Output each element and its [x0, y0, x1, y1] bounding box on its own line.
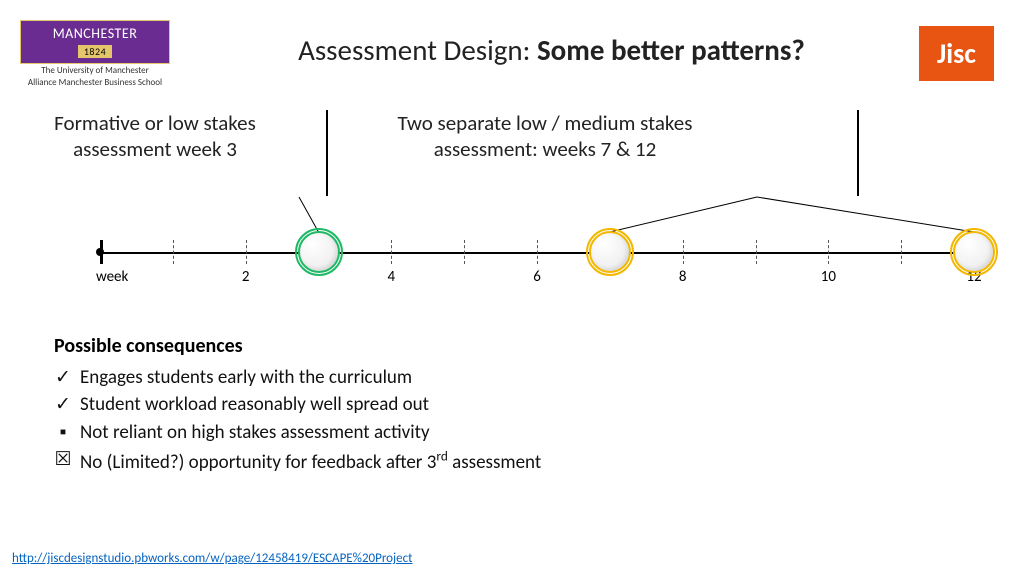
- consequence-text: Not reliant on high stakes assessment ac…: [80, 421, 430, 444]
- manchester-logo-box: MANCHESTER 1824: [20, 20, 170, 64]
- manchester-logo: MANCHESTER 1824 The University of Manche…: [20, 20, 170, 88]
- timeline-tick-label: 4: [388, 268, 396, 286]
- timeline-marker: [955, 233, 993, 271]
- manchester-logo-year: 1824: [78, 45, 112, 58]
- title-prefix: Assessment Design:: [298, 32, 537, 68]
- annotation-left-rule: [326, 110, 328, 196]
- timeline-tick: [464, 240, 465, 264]
- annotation-right: Two separate low / medium stakes assessm…: [360, 110, 730, 163]
- consequences-heading: Possible consequences: [54, 334, 974, 358]
- consequence-text: Student workload reasonably well spread …: [80, 393, 429, 416]
- timeline-tick: [173, 240, 174, 264]
- timeline-tick: [537, 240, 538, 264]
- annotation-left: Formative or low stakes assessment week …: [20, 110, 290, 163]
- timeline-tick-label: 6: [533, 268, 541, 286]
- timeline: week 24681012: [100, 212, 974, 312]
- manchester-logo-sub1: The University of Manchester: [20, 66, 170, 76]
- timeline-tick: [391, 240, 392, 264]
- title-bold: Some better patterns?: [537, 32, 805, 68]
- timeline-tick: [901, 240, 902, 264]
- consequence-item: ✓ Engages students early with the curricu…: [54, 364, 974, 392]
- annotation-left-l1: Formative or low stakes: [54, 110, 256, 136]
- timeline-annotations: Formative or low stakes assessment week …: [0, 110, 1024, 212]
- header: MANCHESTER 1824 The University of Manche…: [0, 0, 1024, 88]
- annotation-right-l2: assessment: weeks 7 & 12: [434, 136, 657, 162]
- timeline-tick: [756, 240, 757, 264]
- consequences-list: ✓ Engages students early with the curricu…: [54, 364, 974, 477]
- consequence-item: ▪ Not reliant on high stakes assessment a…: [54, 419, 974, 447]
- annotation-right-l1: Two separate low / medium stakes: [398, 110, 693, 136]
- timeline-tick: [683, 240, 684, 264]
- check-icon: ✓: [54, 391, 72, 419]
- timeline-tick-label: 10: [821, 268, 836, 286]
- manchester-logo-sub2: Alliance Manchester Business School: [20, 78, 170, 88]
- annotation-right-rule: [857, 110, 859, 196]
- annotation-left-l2: assessment week 3: [73, 136, 237, 162]
- manchester-logo-text: MANCHESTER: [53, 25, 138, 42]
- footer-link[interactable]: http://jiscdesignstudio.pbworks.com/w/pa…: [12, 551, 412, 566]
- consequence-text: Engages students early with the curricul…: [80, 366, 412, 389]
- timeline-marker: [591, 233, 629, 271]
- consequences-block: Possible consequences ✓ Engages students …: [54, 334, 974, 477]
- jisc-logo: Jisc: [919, 26, 994, 81]
- consequence-item: ✓ Student workload reasonably well spread…: [54, 391, 974, 419]
- consequence-item: ☒ No (Limited?) opportunity for feedback …: [54, 446, 974, 476]
- check-icon: ✓: [54, 364, 72, 392]
- timeline-marker: [300, 233, 338, 271]
- timeline-tick: [246, 240, 247, 264]
- boxX-icon: ☒: [54, 446, 72, 474]
- page-title: Assessment Design: Some better patterns?: [184, 20, 919, 68]
- timeline-week-label: week: [96, 268, 128, 286]
- consequence-text: No (Limited?) opportunity for feedback a…: [80, 451, 541, 474]
- timeline-tick-label: 8: [679, 268, 687, 286]
- timeline-tick: [828, 240, 829, 264]
- timeline-start-dot: [96, 248, 104, 256]
- timeline-tick-label: 2: [242, 268, 250, 286]
- square-icon: ▪: [54, 419, 72, 447]
